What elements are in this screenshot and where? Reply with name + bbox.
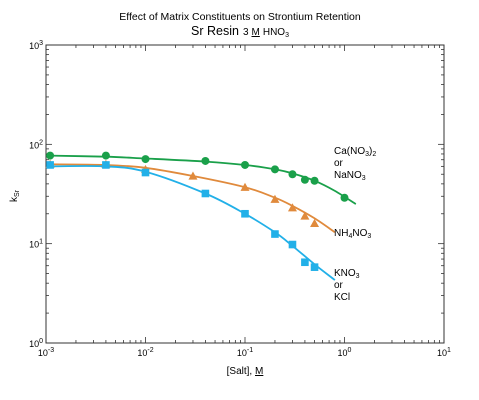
series-label: KNO3 bbox=[334, 268, 360, 280]
y-axis-label: kSr bbox=[9, 189, 21, 202]
tick-label: 100 bbox=[29, 338, 43, 349]
data-point-square bbox=[241, 209, 249, 218]
data-point-triangle bbox=[300, 211, 310, 220]
axis-ticks bbox=[45, 44, 445, 344]
data-point-square bbox=[46, 161, 54, 169]
tick-label: 100 bbox=[338, 347, 352, 358]
subtitle-acid-unit: M bbox=[252, 27, 260, 38]
x-axis-label: [Salt], M bbox=[227, 366, 264, 377]
series-label: NH4NO3 bbox=[334, 228, 371, 240]
data-point-circle bbox=[288, 170, 297, 179]
data-point-triangle bbox=[270, 194, 280, 203]
series-label: NaNO3 bbox=[334, 170, 366, 182]
tick-label: 10-1 bbox=[237, 347, 253, 358]
data-point-circle bbox=[241, 160, 249, 169]
data-point-square bbox=[201, 189, 210, 198]
data-point-circle bbox=[201, 156, 210, 165]
data-point-circle bbox=[310, 176, 319, 185]
data-point-circle bbox=[340, 193, 349, 202]
data-point-square bbox=[271, 230, 279, 238]
chart-title: Effect of Matrix Constituents on Stronti… bbox=[119, 11, 361, 23]
tick-labels: 10-3 10-2 10-1 100 101 100 101 102 103 bbox=[29, 40, 451, 358]
tick-label: 103 bbox=[29, 40, 43, 51]
data-point-circle bbox=[101, 151, 110, 160]
data-point-circle bbox=[141, 155, 150, 164]
series-label: or bbox=[334, 280, 344, 291]
data-point-circle bbox=[270, 165, 279, 174]
data-point-triangle bbox=[287, 203, 297, 212]
data-point-triangle bbox=[188, 171, 198, 180]
data-point-circle bbox=[46, 151, 55, 160]
tick-label: 10-2 bbox=[137, 347, 153, 358]
fit-curve-circle bbox=[50, 154, 357, 205]
data-point-circle bbox=[300, 175, 309, 184]
subtitle-acid-main: HNO bbox=[263, 27, 285, 38]
series-label: Ca(NO3)2 bbox=[334, 146, 376, 158]
data-point-square bbox=[301, 258, 309, 267]
tick-label: 102 bbox=[29, 139, 43, 150]
tick-label: 101 bbox=[29, 239, 43, 250]
data-point-square bbox=[141, 168, 150, 177]
subtitle-acid-number: 3 bbox=[243, 27, 249, 38]
series-label: KCl bbox=[334, 292, 350, 303]
fit-curves bbox=[50, 154, 357, 281]
series-label: or bbox=[334, 158, 344, 169]
tick-label: 101 bbox=[437, 347, 451, 358]
subtitle-acid-sub: 3 bbox=[285, 32, 289, 39]
subtitle-resin: Sr Resin bbox=[191, 24, 239, 38]
data-point-triangle bbox=[240, 182, 250, 191]
chart-subtitle: Sr Resin 3 M HNO3 bbox=[191, 24, 289, 39]
data-point-triangle bbox=[310, 218, 320, 227]
plot-frame bbox=[45, 44, 445, 344]
data-point-square bbox=[310, 263, 319, 271]
data-points bbox=[45, 151, 349, 271]
data-point-square bbox=[102, 161, 110, 169]
tick-label: 10-3 bbox=[38, 347, 54, 358]
fit-curve-square bbox=[50, 165, 336, 281]
data-point-square bbox=[288, 240, 297, 249]
